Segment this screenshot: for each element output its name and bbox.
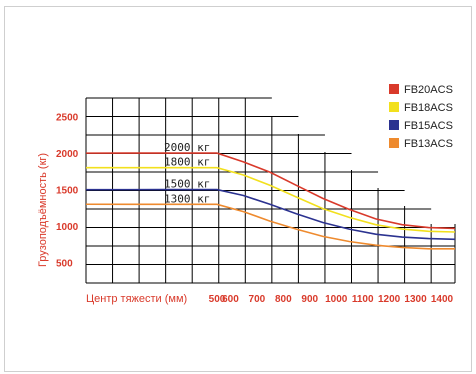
y-axis-ticks: 500 1000 1500 2000 2500 [56,113,79,270]
legend-swatch-fb18acs [389,102,399,112]
y-tick-label: 1000 [56,222,79,233]
y-tick-label: 500 [56,259,73,270]
legend-swatch-fb15acs [389,120,399,130]
x-tick-label: 1100 [352,294,374,305]
x-tick-label: 1400 [431,294,454,305]
curve-fb13acs [85,203,455,250]
curve-fb20acs [85,152,456,230]
x-tick-label: 1300 [404,294,427,305]
legend: FB20ACS FB18ACS FB15ACS FB13ACS [389,84,453,150]
grid [85,97,456,284]
curve-fb18acs [85,166,456,233]
x-tick-label: 700 [249,294,266,305]
legend-label-fb20acs: FB20ACS [404,84,453,96]
x-tick-label: 600 [222,294,239,305]
curve-fb15acs [85,188,456,241]
curve-label-fb13acs: 1300 кг [164,192,210,205]
x-tick-label: 1000 [325,294,348,305]
y-tick-label: 2000 [56,149,79,160]
curve-label-fb18acs: 1800 кг [164,156,210,169]
x-tick-label: 900 [301,294,318,305]
y-tick-label: 1500 [56,186,79,197]
x-tick-label: 800 [275,294,292,305]
curve-label-fb15acs: 1500 кг [164,178,210,191]
legend-label-fb18acs: FB18ACS [404,102,453,114]
y-tick-label: 2500 [56,113,79,124]
x-tick-label: 500 [209,294,226,305]
legend-swatch-fb13acs [389,138,399,148]
chart-frame [4,6,472,372]
y-axis-title: Грузоподъёмность (кг) [37,153,49,267]
x-axis-title: Центр тяжести (мм) [86,293,187,305]
curve-label-fb20acs: 2000 кг [164,141,210,154]
legend-label-fb13acs: FB13ACS [404,138,453,150]
curves [85,152,456,250]
legend-label-fb15acs: FB15ACS [404,120,453,132]
x-tick-label: 1200 [378,294,401,305]
legend-swatch-fb20acs [389,84,399,94]
